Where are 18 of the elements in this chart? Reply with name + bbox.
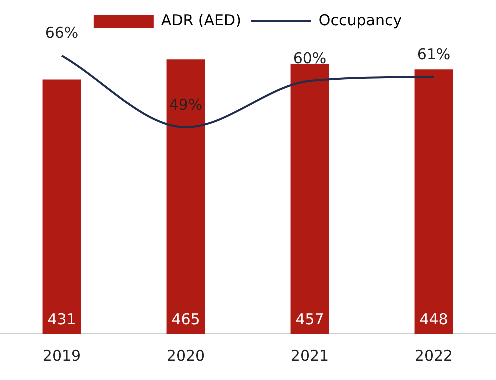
legend-label: Occupancy [318,11,402,30]
data-label: 448 [420,310,448,328]
legend-label: ADR (AED) [161,11,242,30]
bar [166,60,206,334]
x-tick-label: 2020 [166,346,206,365]
data-label: 49% [169,96,203,114]
data-label: 457 [296,310,324,328]
bar [414,70,454,334]
x-tick-label: 2019 [42,346,82,365]
data-label: 60% [293,50,327,68]
bar [290,64,330,334]
bar [42,80,82,334]
x-tick-label: 2021 [290,346,330,365]
x-tick-label: 2022 [414,346,454,365]
data-label: 61% [417,45,451,64]
data-label: 66% [45,24,79,42]
data-label: 431 [48,310,76,328]
data-label: 465 [172,310,200,328]
